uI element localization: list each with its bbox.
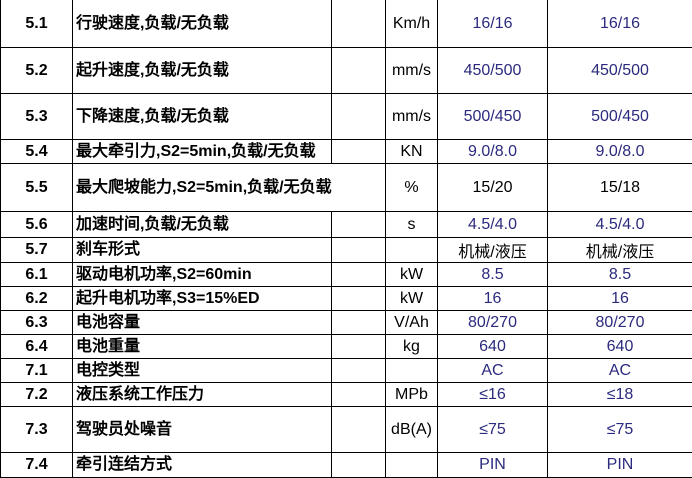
row-number: 6.1 [1, 263, 73, 287]
value-model-2: 15/18 [548, 164, 692, 212]
row-unit: kW [386, 263, 438, 287]
empty-cell [332, 140, 386, 164]
value-model-2: 80/270 [548, 311, 692, 335]
row-number: 6.2 [1, 287, 73, 311]
empty-cell [332, 212, 386, 238]
empty-cell [332, 359, 386, 383]
row-description: 驱动电机功率,S2=60min [73, 263, 332, 287]
value-model-2: ≤75 [548, 407, 692, 453]
row-number: 6.4 [1, 335, 73, 359]
row-number: 5.7 [1, 238, 73, 263]
row-unit: KN [386, 140, 438, 164]
row-description: 电控类型 [73, 359, 332, 383]
row-description: 下降速度,负载/无负载 [73, 94, 332, 140]
row-unit: dB(A) [386, 407, 438, 453]
empty-cell [332, 407, 386, 453]
value-model-2: 4.5/4.0 [548, 212, 692, 238]
empty-cell [332, 263, 386, 287]
value-model-1: 16/16 [438, 0, 548, 48]
value-model-2: 8.5 [548, 263, 692, 287]
row-unit: Km/h [386, 0, 438, 48]
row-number: 5.4 [1, 140, 73, 164]
row-unit [386, 238, 438, 263]
row-description: 行驶速度,负载/无负载 [73, 0, 332, 48]
empty-cell [332, 335, 386, 359]
value-model-1: ≤16 [438, 383, 548, 407]
empty-cell [332, 48, 386, 94]
row-unit: kg [386, 335, 438, 359]
value-model-1: 4.5/4.0 [438, 212, 548, 238]
value-model-1: 500/450 [438, 94, 548, 140]
row-number: 5.2 [1, 48, 73, 94]
empty-cell [332, 0, 386, 48]
value-model-2: 9.0/8.0 [548, 140, 692, 164]
row-description: 刹车形式 [73, 238, 332, 263]
row-description: 加速时间,负载/无负载 [73, 212, 332, 238]
row-description: 驾驶员处噪音 [73, 407, 332, 453]
value-model-1: 640 [438, 335, 548, 359]
value-model-2: 机械/液压 [548, 238, 692, 263]
value-model-1: 15/20 [438, 164, 548, 212]
value-model-1: AC [438, 359, 548, 383]
row-description: 液压系统工作压力 [73, 383, 332, 407]
empty-cell [332, 287, 386, 311]
empty-cell [332, 94, 386, 140]
value-model-2: 500/450 [548, 94, 692, 140]
value-model-2: 450/500 [548, 48, 692, 94]
value-model-2: AC [548, 359, 692, 383]
value-model-1: 9.0/8.0 [438, 140, 548, 164]
row-unit: kW [386, 287, 438, 311]
value-model-2: ≤18 [548, 383, 692, 407]
value-model-1: 450/500 [438, 48, 548, 94]
row-description: 电池容量 [73, 311, 332, 335]
empty-cell [332, 311, 386, 335]
row-unit: s [386, 212, 438, 238]
row-number: 5.6 [1, 212, 73, 238]
row-description: 电池重量 [73, 335, 332, 359]
row-number: 6.3 [1, 311, 73, 335]
row-unit: mm/s [386, 94, 438, 140]
value-model-1: 16 [438, 287, 548, 311]
row-description: 起升速度,负载/无负载 [73, 48, 332, 94]
row-unit [386, 359, 438, 383]
value-model-1: 8.5 [438, 263, 548, 287]
row-description: 起升电机功率,S3=15%ED [73, 287, 332, 311]
row-unit: % [386, 164, 438, 212]
empty-cell [332, 238, 386, 263]
value-model-1: 80/270 [438, 311, 548, 335]
row-number: 5.5 [1, 164, 73, 212]
value-model-2: 16/16 [548, 0, 692, 48]
value-model-2: 16 [548, 287, 692, 311]
row-number: 5.1 [1, 0, 73, 48]
row-number: 7.2 [1, 383, 73, 407]
row-unit: V/Ah [386, 311, 438, 335]
row-unit: MPb [386, 383, 438, 407]
row-description: 最大牵引力,S2=5min,负载/无负载 [73, 140, 332, 164]
row-number: 5.3 [1, 94, 73, 140]
row-description: 最大爬坡能力,S2=5min,负载/无负载 [73, 164, 386, 212]
row-number: 7.3 [1, 407, 73, 453]
value-model-1: ≤75 [438, 407, 548, 453]
value-model-1: 机械/液压 [438, 238, 548, 263]
row-unit: mm/s [386, 48, 438, 94]
row-number: 7.1 [1, 359, 73, 383]
value-model-2: 640 [548, 335, 692, 359]
empty-cell [332, 383, 386, 407]
